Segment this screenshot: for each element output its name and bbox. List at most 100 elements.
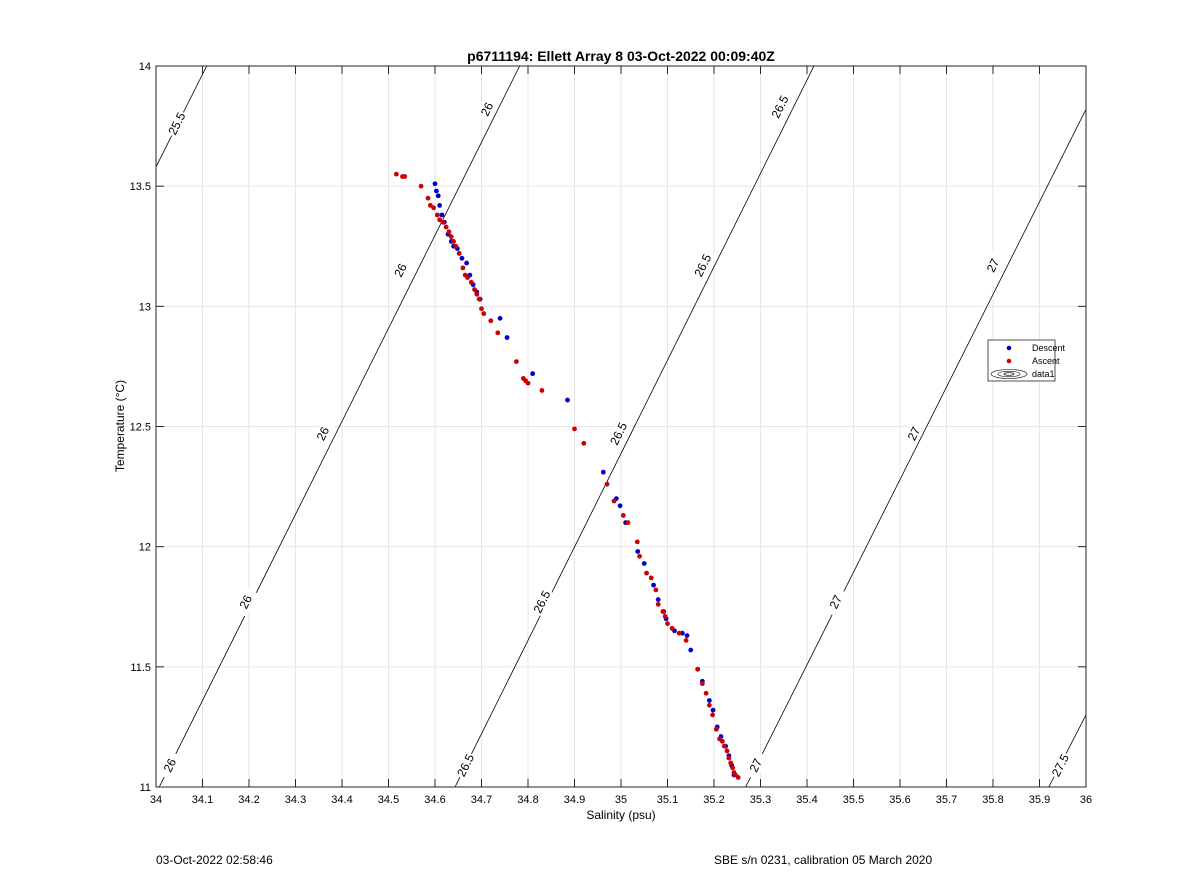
data-point-ascent: [488, 318, 494, 324]
data-point-descent: [459, 255, 465, 261]
data-point-ascent: [655, 601, 661, 607]
isopycnal-contours: [156, 66, 1086, 787]
data-point-descent: [433, 188, 439, 194]
data-point-descent: [617, 503, 623, 509]
legend-marker-descent: [1006, 345, 1012, 351]
data-point-ascent: [525, 380, 531, 386]
data-point-ascent: [706, 702, 712, 708]
data-point-descent: [641, 561, 647, 566]
isopycnal-label-bg: [310, 418, 336, 449]
footer-timestamp: 03-Oct-2022 02:58:46: [156, 853, 273, 867]
isopycnal-label: 27: [905, 424, 924, 443]
x-tick-label: 34.1: [192, 794, 213, 806]
data-point-ascent: [653, 587, 659, 593]
data-point-descent: [435, 193, 441, 199]
data-point-ascent: [695, 666, 701, 672]
data-point-descent: [504, 335, 510, 340]
data-point-ascent: [669, 625, 675, 631]
data-point-ascent: [637, 553, 642, 559]
isopycnal-label-bg: [980, 250, 1006, 281]
data-point-descent: [600, 469, 606, 475]
data-series: [394, 171, 741, 780]
y-axis-label: Temperature (°C): [113, 380, 127, 472]
isopycnal-line: [745, 109, 1086, 787]
data-point-ascent: [465, 275, 470, 280]
series-ascent: [394, 171, 741, 780]
data-point-ascent: [721, 743, 727, 749]
footer-calibration: SBE s/n 0231, calibration 05 March 2020: [714, 853, 933, 867]
data-point-descent: [437, 202, 443, 208]
isopycnal-label-bg: [529, 587, 555, 617]
data-point-descent: [655, 597, 661, 602]
x-tick-label: 34.6: [424, 794, 445, 806]
isopycnal-label-bg: [475, 94, 500, 125]
y-tick-label: 13.5: [130, 181, 151, 193]
data-point-descent: [565, 397, 570, 403]
data-point-ascent: [620, 513, 626, 518]
data-point-descent: [530, 371, 536, 377]
x-tick-label: 35.7: [936, 794, 957, 806]
data-point-ascent: [648, 575, 654, 581]
data-point-ascent: [683, 637, 689, 643]
data-point-descent: [439, 212, 445, 218]
isopycnal-label-bg: [901, 418, 927, 449]
data-point-ascent: [713, 726, 719, 732]
legend-box: [987, 339, 1056, 382]
x-tick-label: 34: [150, 794, 162, 806]
data-point-ascent: [456, 251, 462, 256]
x-tick-label: 34.4: [331, 794, 352, 806]
isopycnal-label: 27: [747, 756, 766, 775]
data-point-ascent: [625, 520, 631, 526]
data-point-ascent: [481, 311, 487, 316]
data-point-ascent: [443, 224, 449, 230]
legend-label-ascent: Ascent: [1032, 356, 1060, 366]
data-point-ascent: [402, 174, 408, 179]
data-point-ascent: [726, 755, 732, 761]
isopycnal-label-bg: [743, 750, 768, 781]
isopycnal-label: 26: [478, 100, 497, 118]
isopycnal-label-bg: [823, 587, 848, 617]
x-tick-label: 34.7: [471, 794, 492, 806]
y-tick-label: 13: [139, 301, 151, 313]
y-tick-label: 12: [139, 542, 151, 554]
data-point-ascent: [634, 539, 640, 545]
data-point-descent: [684, 633, 690, 638]
x-tick-label: 34.5: [378, 794, 399, 806]
isopycnal-label: 27: [827, 593, 846, 612]
x-tick-label: 36: [1080, 794, 1092, 806]
x-tick-label: 35.5: [843, 794, 864, 806]
data-point-ascent: [418, 183, 424, 189]
data-point-ascent: [572, 426, 577, 432]
data-point-ascent: [453, 243, 459, 249]
isopycnal-label-bg: [1048, 750, 1073, 781]
data-point-ascent: [460, 265, 466, 271]
chart-title: p6711194: Ellett Array 8 03-Oct-2022 00:…: [467, 48, 775, 64]
data-point-ascent: [472, 287, 477, 292]
data-point-ascent: [665, 621, 670, 626]
isopycnal-label: 27: [984, 256, 1003, 275]
isopycnal-label: 26: [161, 756, 180, 774]
data-point-ascent: [724, 748, 730, 754]
data-point-ascent: [446, 229, 452, 235]
data-point-descent: [651, 582, 656, 588]
data-point-ascent: [448, 234, 454, 240]
data-point-ascent: [476, 296, 482, 302]
legend-label-data1: data1: [1032, 369, 1055, 379]
y-tick-label: 14: [139, 61, 151, 73]
data-point-ascent: [434, 212, 440, 218]
y-tick-label: 11: [140, 782, 151, 794]
data-point-ascent: [539, 388, 545, 393]
data-point-descent: [432, 181, 438, 187]
isopycnal-label-bg: [767, 92, 793, 122]
data-point-ascent: [394, 171, 399, 177]
isopycnal-label-bg: [690, 250, 715, 281]
data-point-ascent: [431, 205, 437, 211]
x-tick-label: 34.8: [517, 794, 538, 806]
data-point-ascent: [479, 306, 484, 312]
data-point-ascent: [699, 681, 705, 687]
data-point-descent: [706, 698, 712, 703]
data-point-ascent: [719, 738, 725, 744]
data-point-ascent: [728, 760, 734, 766]
data-point-descent: [497, 315, 503, 321]
data-point-ascent: [730, 765, 735, 771]
